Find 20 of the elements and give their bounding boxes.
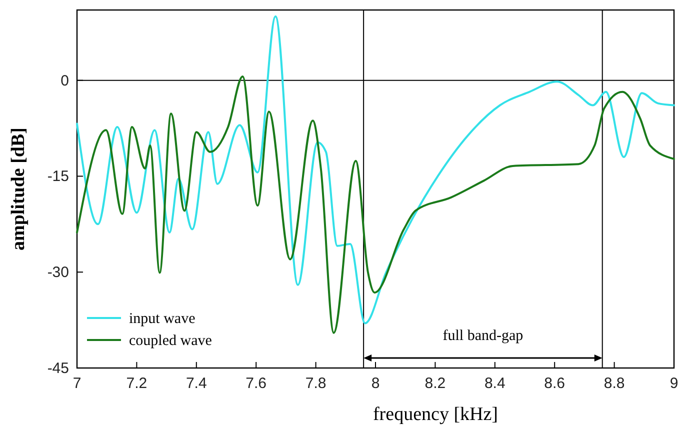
x-axis-title: frequency [kHz] xyxy=(372,404,498,425)
x-tick-label: 8.2 xyxy=(424,375,446,392)
x-tick-label: 7.4 xyxy=(186,375,207,392)
annotation: full band-gap xyxy=(442,328,524,344)
x-tick-label: 8.4 xyxy=(484,375,506,392)
y-tick-label: -30 xyxy=(47,264,69,282)
legend-label: input wave xyxy=(129,311,196,327)
y-axis-title: amplitude [dB] xyxy=(8,128,29,250)
y-tick-label: -45 xyxy=(47,360,69,377)
x-tick-label: 8 xyxy=(371,375,380,392)
x-tick-label: 7.6 xyxy=(246,375,267,392)
legend-label: coupled wave xyxy=(129,333,212,349)
x-tick-label: 8.6 xyxy=(544,375,566,392)
x-tick-label: 7.2 xyxy=(126,375,148,392)
x-tick-label: 8.8 xyxy=(604,375,625,392)
x-tick-label: 7 xyxy=(72,375,82,392)
y-tick-label: 0 xyxy=(60,72,69,90)
x-tick-label: 9 xyxy=(670,375,678,392)
y-tick-label: -15 xyxy=(47,168,69,186)
x-tick-label: 7.8 xyxy=(305,375,326,392)
